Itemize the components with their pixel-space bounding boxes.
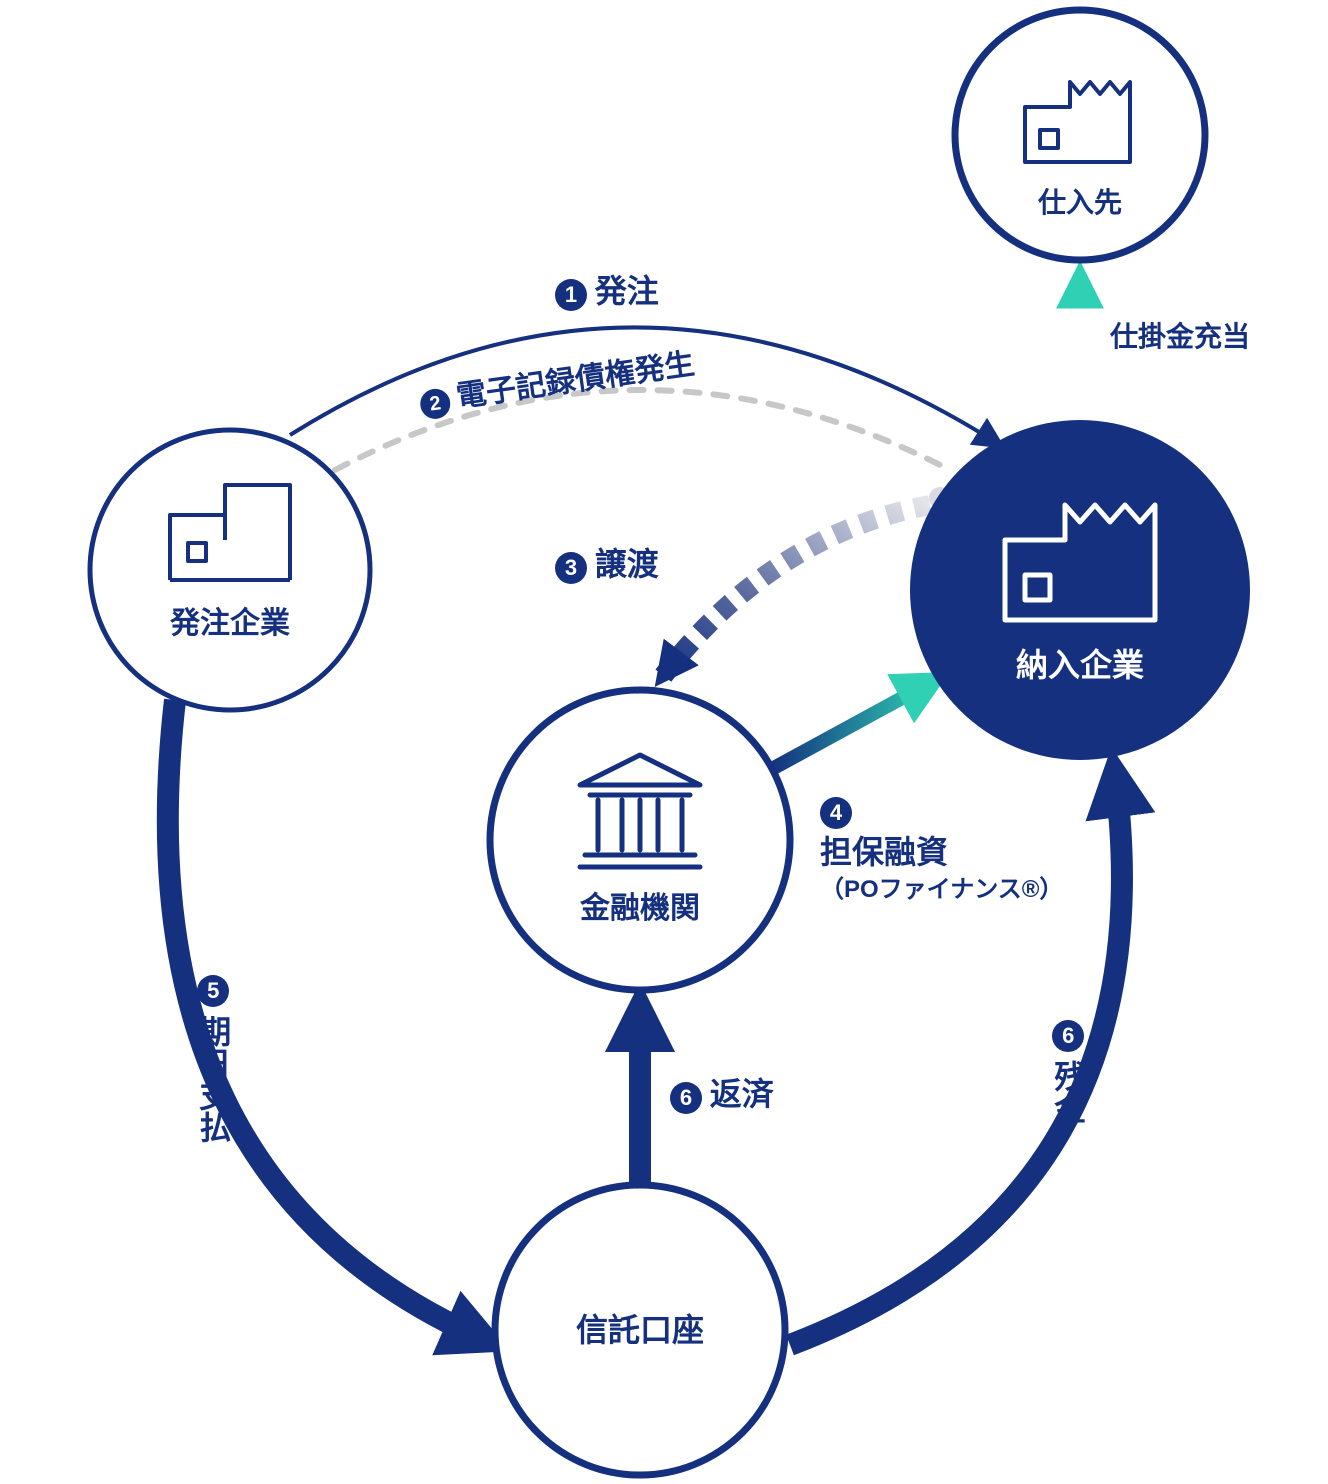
node-financial-institution bbox=[490, 690, 790, 990]
flow-6b-arc bbox=[790, 775, 1122, 1345]
flow-5-arc bbox=[168, 700, 485, 1340]
flow-4-arrow bbox=[770, 680, 935, 770]
flow-2-arc bbox=[335, 390, 950, 470]
node-ordering-company bbox=[90, 430, 370, 710]
flow-1-arc bbox=[290, 327, 1000, 445]
flow-3-arc bbox=[660, 505, 930, 680]
diagram-svg bbox=[0, 0, 1328, 1484]
node-trust-account bbox=[495, 1185, 785, 1475]
node-supplier bbox=[955, 10, 1205, 260]
node-delivering-company bbox=[910, 420, 1250, 760]
diagram-stage: 発注企業 仕入先 納入企業 金融機関 信託口座 1発注 2電子記録債権発生 3譲… bbox=[0, 0, 1328, 1484]
